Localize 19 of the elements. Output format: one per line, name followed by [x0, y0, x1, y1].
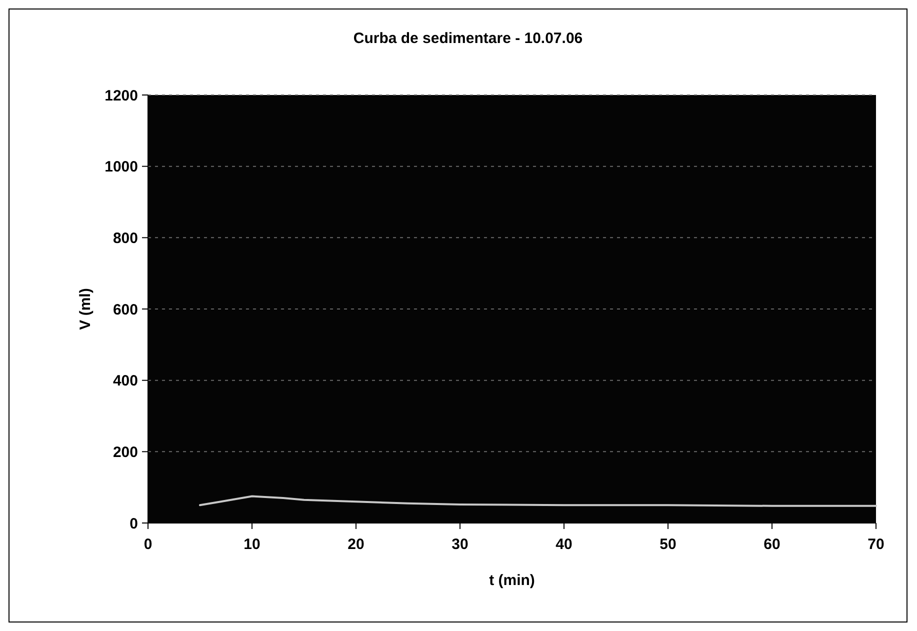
x-tick-label: 70: [868, 536, 884, 553]
x-tick-label: 50: [660, 536, 676, 553]
y-tick-label: 0: [130, 515, 138, 532]
y-tick-label: 400: [112, 372, 138, 390]
x-tick-label: 10: [244, 536, 260, 553]
x-tick-label: 0: [144, 536, 152, 553]
chart-title: Curba de sedimentare - 10.07.06: [353, 30, 583, 47]
y-tick-label: 200: [112, 444, 138, 461]
x-tick-label: 30: [452, 536, 468, 553]
x-tick-label: 20: [348, 536, 364, 553]
y-tick-label: 600: [112, 301, 138, 318]
x-axis-title: t (min): [489, 572, 535, 589]
y-tick-label: 1000: [104, 158, 138, 176]
y-tick-label: 800: [112, 230, 138, 247]
x-tick-label: 60: [764, 536, 780, 553]
y-tick-label: 1200: [104, 87, 138, 104]
x-tick-label: 40: [556, 536, 572, 553]
y-axis-title: V (ml): [77, 288, 94, 330]
line-series: [199, 495, 877, 507]
